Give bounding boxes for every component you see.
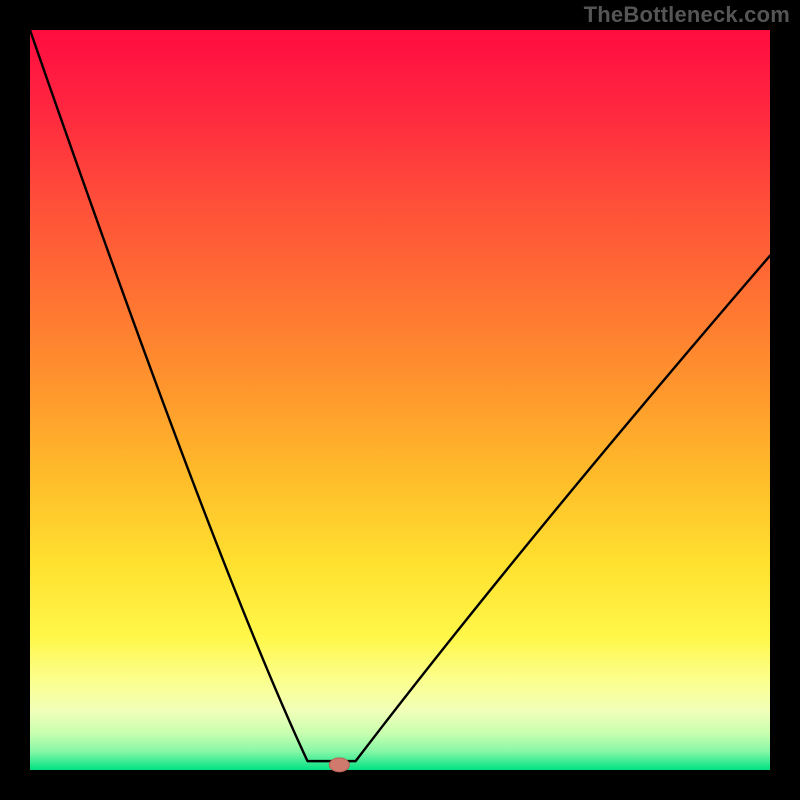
chart-canvas [0,0,800,800]
figure-frame: TheBottleneck.com [0,0,800,800]
watermark-text: TheBottleneck.com [584,2,790,28]
optimum-marker [329,758,349,772]
plot-background [30,30,770,770]
